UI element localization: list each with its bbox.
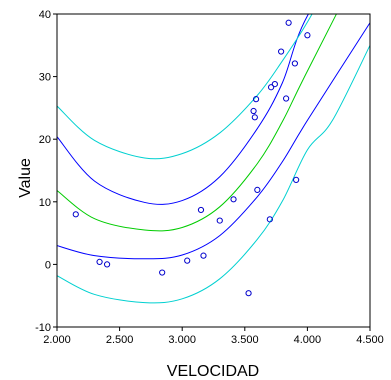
y-tick-label: 40 bbox=[39, 9, 51, 21]
data-point bbox=[96, 258, 103, 265]
y-tick-label: 10 bbox=[39, 197, 51, 209]
fit-curves bbox=[57, 14, 370, 304]
y-tick-label: 30 bbox=[39, 72, 51, 84]
data-point bbox=[72, 211, 79, 218]
data-point bbox=[230, 196, 237, 203]
data-point bbox=[197, 206, 205, 214]
data-point bbox=[278, 48, 285, 55]
data-point bbox=[159, 269, 166, 276]
x-tick-label: 3.500 bbox=[231, 334, 259, 346]
x-tick-label: 3.000 bbox=[168, 334, 196, 346]
data-point bbox=[250, 107, 257, 115]
plot-background bbox=[57, 14, 370, 327]
plot-frame bbox=[56, 13, 371, 328]
y-axis-title: Value bbox=[17, 158, 34, 198]
data-point bbox=[271, 81, 278, 88]
data-point bbox=[216, 217, 223, 224]
data-point bbox=[184, 257, 191, 264]
data-point bbox=[103, 261, 111, 268]
curve-prediction-lower bbox=[57, 45, 370, 304]
data-point bbox=[252, 96, 260, 103]
data-point bbox=[283, 95, 290, 102]
y-tick-label: 0 bbox=[45, 259, 51, 271]
curve-prediction-upper bbox=[57, 14, 313, 160]
data-point bbox=[254, 186, 261, 194]
x-tick-label: 2.000 bbox=[43, 334, 71, 346]
data-point bbox=[266, 216, 273, 223]
x-tick-label: 2.500 bbox=[106, 334, 134, 346]
data-points bbox=[72, 19, 311, 297]
data-point bbox=[304, 32, 311, 39]
data-point bbox=[285, 19, 292, 26]
y-axis: -10 0 10 20 30 40 bbox=[35, 9, 57, 334]
x-axis: 2.000 2.500 3.000 3.500 4.000 4.500 bbox=[43, 327, 384, 346]
data-point bbox=[245, 290, 252, 297]
x-tick-label: 4.000 bbox=[294, 334, 322, 346]
curve-fit bbox=[57, 14, 338, 232]
x-axis-title: VELOCIDAD bbox=[167, 363, 259, 380]
data-point bbox=[291, 60, 298, 67]
x-tick-label: 4.500 bbox=[356, 334, 384, 346]
data-point bbox=[293, 176, 300, 183]
y-tick-label: 20 bbox=[39, 134, 51, 146]
data-point bbox=[267, 84, 275, 91]
curve-confidence-upper bbox=[57, 14, 310, 205]
data-point bbox=[251, 114, 258, 121]
y-tick-label: -10 bbox=[35, 322, 51, 334]
data-point bbox=[200, 252, 207, 259]
curve-confidence-lower bbox=[57, 22, 370, 260]
